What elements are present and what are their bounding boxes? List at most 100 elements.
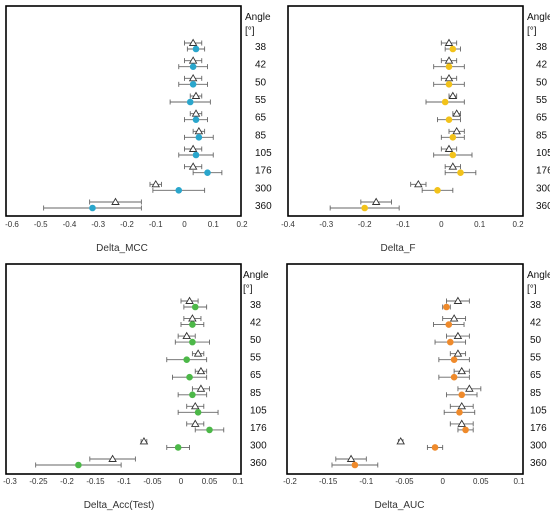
data-point-circle [361, 204, 368, 212]
angle-label: 360 [250, 458, 267, 469]
data-point-triangle [196, 384, 206, 392]
x-tick-label: -0.1 [359, 477, 373, 486]
data-point-triangle [346, 454, 356, 462]
angle-label: 105 [255, 148, 272, 159]
data-point-triangle [108, 454, 117, 462]
data-point-circle [192, 45, 200, 53]
data-point-triangle [188, 144, 198, 152]
angle-label: 85 [255, 130, 267, 141]
x-axis-label: Delta_Acc(Test) [84, 500, 155, 511]
data-point-triangle [190, 401, 200, 410]
data-point-triangle [414, 179, 423, 188]
angle-label: 300 [250, 440, 267, 451]
data-point-circle [186, 98, 194, 106]
data-point-triangle [188, 38, 198, 46]
data-point-triangle [371, 197, 381, 205]
data-point-triangle [465, 384, 474, 392]
angle-label: 300 [530, 440, 547, 451]
data-point-circle [450, 373, 458, 381]
data-point-circle [183, 356, 190, 363]
data-point-circle [191, 303, 199, 311]
data-point-circle [195, 134, 203, 141]
x-tick-label: -0.2 [283, 477, 297, 486]
data-point-triangle [194, 126, 204, 135]
x-tick-label: -0.3 [3, 477, 17, 486]
angle-header: Angle [527, 12, 550, 23]
angle-label: 300 [255, 183, 272, 194]
x-tick-label: -0.15 [86, 477, 105, 486]
data-point-circle [462, 426, 469, 434]
data-point-circle [445, 321, 453, 328]
data-point-circle [206, 426, 213, 434]
data-point-triangle [188, 314, 197, 322]
data-point-triangle [444, 56, 454, 64]
data-point-triangle [196, 366, 206, 375]
data-point-circle [89, 204, 96, 212]
x-tick-label: 0.05 [202, 477, 218, 486]
data-point-circle [431, 444, 439, 451]
data-point-circle [192, 151, 200, 159]
data-point-triangle [449, 314, 459, 322]
x-axis-label: Delta_F [380, 243, 415, 254]
x-tick-label: 0 [439, 220, 444, 229]
x-tick-label: -0.1 [117, 477, 131, 486]
angle-label: 55 [530, 353, 542, 364]
data-point-circle [192, 116, 200, 123]
data-point-triangle [452, 109, 461, 117]
angle-unit: [°] [245, 26, 255, 37]
plot-frame [286, 263, 524, 475]
x-tick-label: -0.4 [63, 220, 77, 229]
angle-label: 105 [530, 405, 547, 416]
data-point-circle [449, 134, 457, 141]
data-point-circle [189, 63, 197, 70]
data-point-circle [75, 461, 82, 469]
data-point-triangle [452, 126, 461, 135]
angle-unit: [°] [243, 284, 253, 295]
angle-label: 65 [530, 370, 542, 381]
x-tick-label: -0.05 [395, 477, 414, 486]
angle-label: 360 [255, 201, 272, 212]
x-tick-label: -0.2 [60, 477, 74, 486]
angle-label: 50 [536, 77, 548, 88]
angle-unit: [°] [527, 284, 537, 295]
angle-unit: [°] [527, 26, 537, 37]
x-tick-label: -0.2 [120, 220, 134, 229]
angle-label: 38 [536, 42, 548, 53]
data-point-circle [174, 444, 182, 451]
angle-label: 85 [530, 388, 542, 399]
x-tick-label: 0 [440, 477, 445, 486]
angle-label: 42 [530, 318, 542, 329]
data-point-circle [189, 321, 196, 328]
data-point-circle [186, 373, 193, 381]
data-point-triangle [457, 419, 467, 427]
x-tick-label: -0.15 [319, 477, 338, 486]
x-tick-label: 0.1 [513, 477, 525, 486]
x-tick-label: 0 [179, 477, 184, 486]
angle-label: 55 [255, 95, 267, 106]
plot-frame [287, 5, 524, 217]
angle-header: Angle [245, 12, 271, 23]
x-tick-label: -0.4 [281, 220, 295, 229]
data-point-triangle [396, 437, 405, 445]
data-point-triangle [111, 197, 120, 205]
data-point-triangle [191, 109, 201, 117]
data-point-circle [351, 461, 359, 469]
angle-label: 105 [536, 148, 550, 159]
angle-label: 176 [255, 166, 272, 177]
angle-label: 55 [250, 353, 262, 364]
angle-label: 38 [530, 300, 542, 311]
angle-header: Angle [243, 270, 269, 281]
data-point-triangle [188, 73, 198, 82]
x-axis-label: Delta_MCC [96, 243, 148, 254]
data-point-triangle [182, 331, 191, 340]
angle-label: 65 [536, 113, 548, 124]
x-tick-label: 0 [182, 220, 187, 229]
x-tick-label: -0.2 [358, 220, 372, 229]
angle-label: 85 [536, 130, 548, 141]
data-point-circle [445, 81, 453, 88]
data-point-triangle [444, 38, 454, 46]
data-point-triangle [457, 366, 467, 375]
data-point-circle [189, 338, 196, 346]
data-point-circle [450, 356, 458, 363]
